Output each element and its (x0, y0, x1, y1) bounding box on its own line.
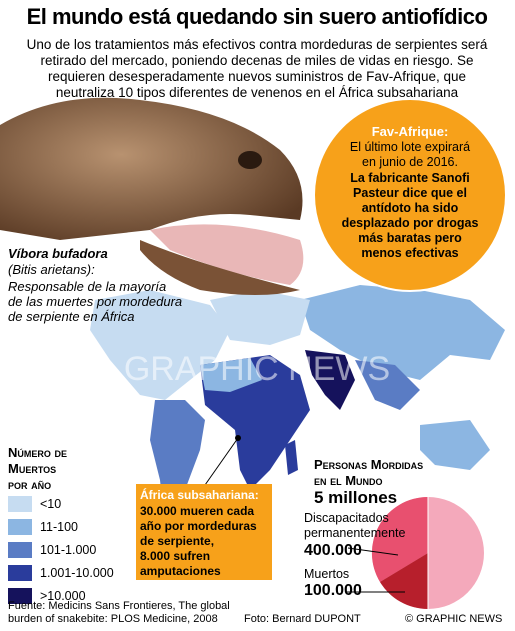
legend-label: <10 (40, 497, 62, 511)
disabled-value: 400.000 (304, 542, 362, 559)
intro-line: requieren desesperadamente nuevos sumini… (48, 69, 466, 84)
bites-title: en el Mundo (314, 473, 383, 488)
viper-line: de las muertes por mordedura (8, 294, 183, 309)
intro-line: Uno de los tratamientos más efectivos co… (26, 37, 488, 52)
legend-swatch (8, 565, 32, 581)
legend (8, 496, 32, 604)
fav-line: en junio de 2016. (362, 155, 458, 169)
pointer (347, 547, 399, 556)
africa-line: amputaciones (140, 564, 221, 578)
disabled-label: Discapacitados (304, 511, 389, 525)
fav-bold-line: La fabricante Sanofi (350, 171, 470, 185)
viper-line: Responsable de la mayoría (8, 279, 167, 294)
legend-swatch (8, 588, 32, 604)
legend-label: >10.000 (40, 589, 86, 603)
source: burden of snakebite: PLOS Medicine, 2008 (8, 613, 218, 625)
world-map (90, 285, 505, 530)
fav-bold-line: menos efectivas (361, 246, 459, 260)
source: Fuente: Medicins Sans Frontieres, The gl… (8, 600, 230, 612)
legend-title: Número de (8, 445, 68, 460)
watermark: GRAPHIC NEWS (123, 350, 391, 388)
title: El mundo está quedando sin suero antiofí… (26, 4, 488, 29)
bites-total: 5 millones (314, 488, 398, 507)
disabled-label: permanentemente (304, 526, 406, 540)
legend-label: 1.001-10.000 (40, 566, 114, 580)
viper-line: de serpiente en África (8, 309, 135, 324)
copyright: © GRAPHIC NEWS (405, 613, 503, 625)
legend-label: 11-100 (40, 520, 78, 534)
snake-photo (0, 97, 304, 295)
fav-heading: Fav-Afrique: (371, 124, 449, 139)
bites-title: Personas Mordidas (314, 457, 424, 472)
fav-bold-line: Pasteur dice que el (353, 186, 467, 200)
fav-bold-line: antídoto ha sido (361, 201, 459, 215)
fav-bold-line: más baratas pero (358, 231, 462, 245)
legend-title: Muertos (8, 461, 57, 476)
callout-dot (235, 435, 241, 441)
fav-callout-circle (313, 98, 507, 292)
africa-line: de serpiente, (140, 534, 215, 548)
africa-line: 8.000 sufren (140, 549, 211, 563)
africa-callout-box (136, 484, 272, 580)
africa-line: año por mordeduras (140, 519, 257, 533)
deaths-value: 100.000 (304, 582, 362, 599)
legend-swatch (8, 496, 32, 512)
legend-title: por año (8, 477, 52, 492)
callout-pointer (204, 437, 239, 486)
intro-line: retirado del mercado, poniendo decenas d… (40, 53, 474, 68)
legend-label: 101-1.000 (40, 543, 97, 557)
pie (371, 496, 484, 610)
intro-line: neutraliza 10 tipos diferentes de veneno… (55, 85, 459, 100)
africa-heading: África subsahariana: (140, 488, 259, 502)
legend-swatch (8, 542, 32, 558)
fav-bold-line: desplazado por drogas (341, 216, 479, 230)
deaths-label: Muertos (304, 567, 350, 581)
fav-line: El último lote expirará (349, 140, 471, 154)
africa-line: 30.000 mueren cada (140, 504, 255, 518)
viper-latin: (Bitis arietans): (8, 262, 95, 277)
legend-swatch (8, 519, 32, 535)
viper-name: Víbora bufadora (8, 246, 108, 261)
photo-credit: Foto: Bernard DUPONT (244, 613, 361, 625)
